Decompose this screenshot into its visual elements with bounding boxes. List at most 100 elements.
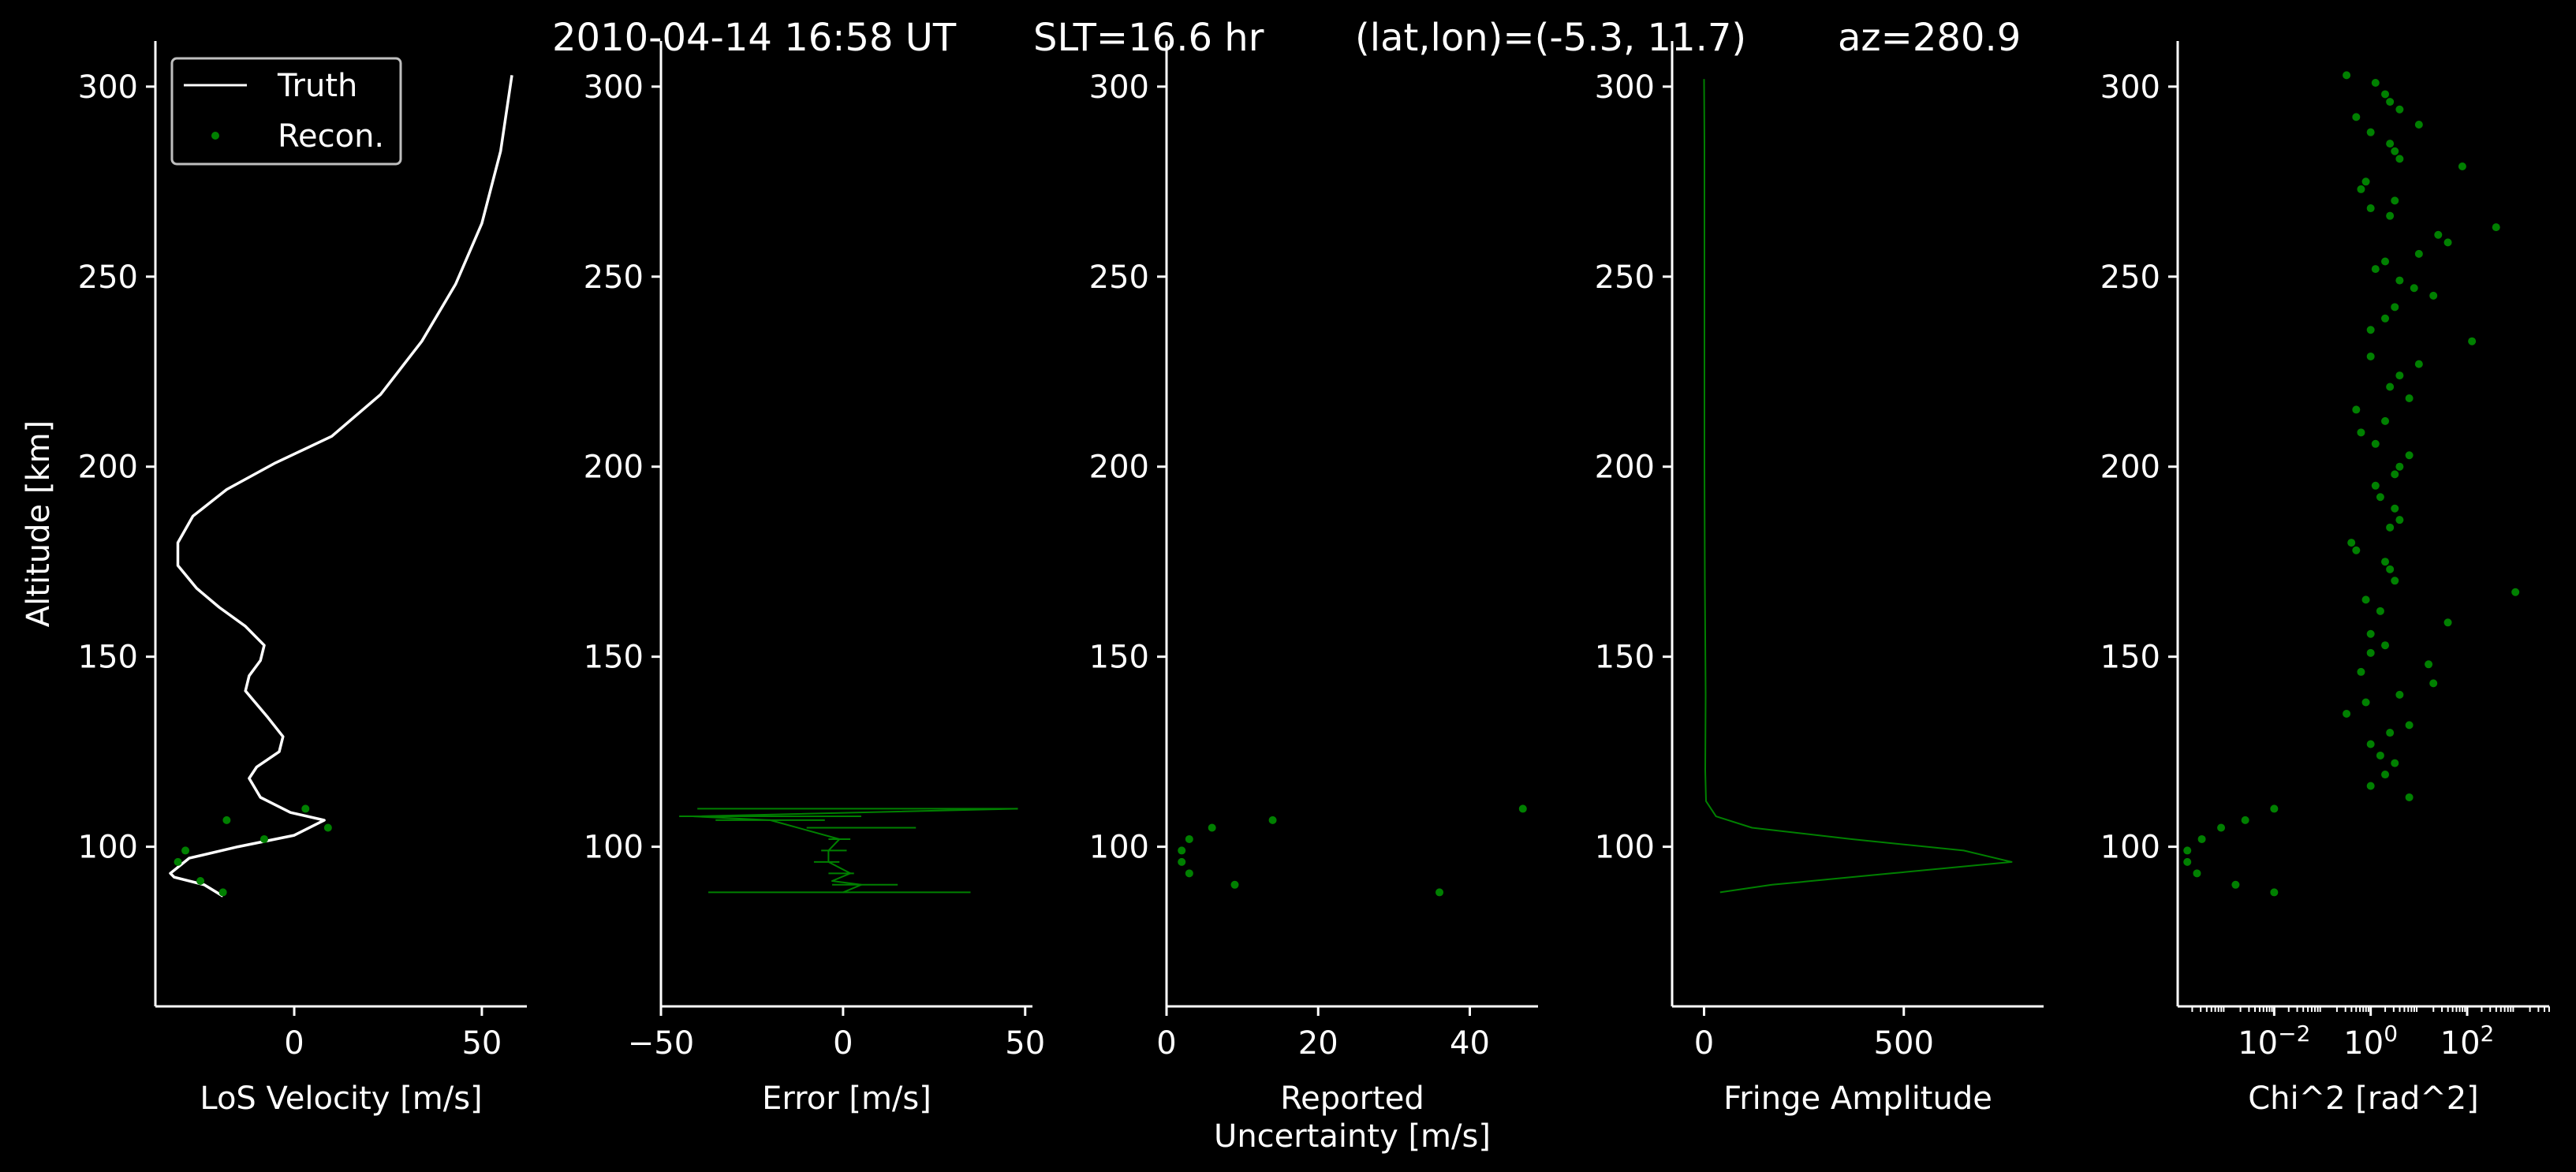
recon-point <box>2352 405 2361 414</box>
recon-point <box>2434 230 2443 239</box>
recon-point <box>2468 337 2477 345</box>
recon-point <box>2371 79 2380 88</box>
recon-point <box>2197 834 2206 843</box>
recon-point <box>1208 823 1216 832</box>
y-tick-label: 200 <box>1595 450 1655 486</box>
recon-point <box>2386 523 2395 532</box>
recon-point <box>2443 238 2452 247</box>
recon-point <box>2241 816 2249 824</box>
recon-point <box>2386 98 2395 106</box>
panel-chi-squared: 100 150 200 250 300 10−2 100 102 Chi^2 [rad^2] <box>2100 41 2550 1117</box>
recon-point <box>2405 394 2414 402</box>
x-tick-label: −50 <box>628 1025 694 1062</box>
recon-point <box>222 816 231 824</box>
x-tick-label: 102 <box>2440 1021 2495 1062</box>
y-tick-label: 100 <box>2100 830 2160 866</box>
recon-point <box>2381 257 2390 266</box>
recon-point <box>2352 113 2361 121</box>
recon-point <box>2386 383 2395 391</box>
y-tick-label: 100 <box>78 830 138 866</box>
y-tick-label: 150 <box>78 640 138 676</box>
recon-line <box>1703 79 2013 894</box>
recon-point <box>2343 709 2351 718</box>
recon-point <box>2366 204 2375 213</box>
y-tick-label: 200 <box>2100 450 2160 486</box>
recon-point <box>2361 595 2370 604</box>
recon-point <box>2429 679 2438 688</box>
recon-point <box>2343 71 2351 80</box>
recon-point <box>2405 721 2414 730</box>
title-slt: SLT=16.6 hr <box>1033 16 1264 60</box>
panel-reported-uncertainty: 100 150 200 250 300 0 20 40 ReportedUncertainty … <box>1089 41 1538 1155</box>
recon-point <box>2366 629 2375 638</box>
x-axis-label: Uncertainty [m/s] <box>1214 1118 1491 1155</box>
panel-error: 100 150 200 250 300 −50 0 50 Error [m/s] <box>584 41 1045 1117</box>
x-axis-label: Fringe Amplitude <box>1723 1081 1992 1117</box>
recon-point <box>2366 740 2375 748</box>
recon-point <box>2395 690 2404 699</box>
x-tick-label: 0 <box>284 1025 304 1062</box>
recon-point <box>2395 105 2404 114</box>
recon-point <box>2366 782 2375 790</box>
x-tick-label: 100 <box>2343 1021 2398 1062</box>
recon-point <box>1518 804 1527 813</box>
recon-point <box>2381 416 2390 425</box>
x-tick-label: 500 <box>1874 1025 1934 1062</box>
y-tick-label: 200 <box>584 450 644 486</box>
recon-point <box>2429 291 2438 300</box>
x-tick-label: 40 <box>1450 1025 1490 1062</box>
recon-point <box>2231 880 2240 889</box>
recon-point <box>2405 793 2414 801</box>
recon-point <box>2414 360 2423 368</box>
x-tick-label: 50 <box>1005 1025 1045 1062</box>
x-tick-label: 0 <box>1694 1025 1714 1062</box>
recon-point <box>196 876 205 885</box>
recon-point <box>2376 607 2384 615</box>
legend-recon-marker <box>211 132 219 140</box>
y-tick-label: 250 <box>78 259 138 296</box>
y-tick-label: 200 <box>78 450 138 486</box>
recon-point <box>2357 185 2365 193</box>
title-azimuth: az=280.9 <box>1838 16 2021 60</box>
recon-point <box>2357 667 2365 676</box>
recon-point <box>2405 451 2414 460</box>
recon-point <box>2217 823 2226 832</box>
panel-los-velocity: 100 150 200 250 300 0 50 LoS Velocity [m/s] Alti… <box>21 41 527 1117</box>
recon-point <box>2183 846 2192 855</box>
y-tick-label: 300 <box>584 69 644 106</box>
recon-point <box>2347 539 2356 547</box>
recon-point <box>2425 660 2433 669</box>
recon-point <box>2391 303 2399 312</box>
legend-truth-label: Truth <box>277 68 357 104</box>
recon-point <box>2381 641 2390 650</box>
recon-point <box>301 804 310 813</box>
recon-point <box>2458 162 2466 171</box>
recon-point <box>2371 439 2380 448</box>
recon-point <box>2414 249 2423 258</box>
x-tick-label: 50 <box>461 1025 502 1062</box>
recon-point <box>2361 698 2370 707</box>
recon-point <box>2366 352 2375 360</box>
recon-point <box>2391 196 2399 205</box>
recon-point <box>1268 816 1277 824</box>
recon-point <box>1178 857 1186 866</box>
y-tick-label: 200 <box>1089 450 1149 486</box>
y-tick-label: 150 <box>1595 640 1655 676</box>
y-tick-label: 250 <box>584 259 644 296</box>
recon-point <box>2443 618 2452 627</box>
y-tick-label: 300 <box>1595 69 1655 106</box>
recon-point <box>2386 211 2395 220</box>
recon-point <box>174 857 182 866</box>
recon-point <box>2386 140 2395 148</box>
recon-point <box>2391 759 2399 767</box>
x-axis-label: LoS Velocity [m/s] <box>200 1081 482 1117</box>
recon-point <box>2391 577 2399 585</box>
recon-point <box>2352 546 2361 554</box>
recon-line <box>693 808 1018 894</box>
recon-point <box>2183 857 2192 866</box>
x-axis-label: Reported <box>1280 1081 1424 1117</box>
panel-fringe-amplitude: 100 150 200 250 300 0 500 Fringe Amplitude <box>1595 41 2044 1117</box>
x-tick-label: 0 <box>833 1025 853 1062</box>
